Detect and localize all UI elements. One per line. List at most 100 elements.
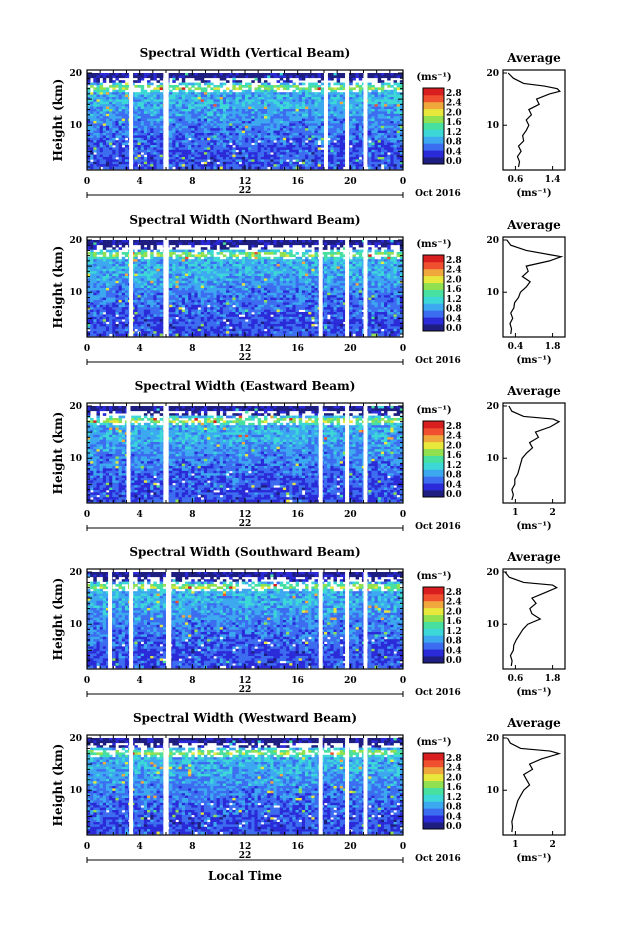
colorbar: (ms⁻¹) 0.00.40.81.21.62.02.42.8 [416, 405, 461, 500]
average-x-tick-label: 1 [512, 508, 518, 518]
x-tick-label: 12 [239, 676, 252, 686]
colorbar-segment [423, 427, 444, 436]
average-profile-line [506, 737, 562, 833]
colorbar-tick-label: 0.4 [446, 147, 462, 157]
data-gap [163, 403, 169, 503]
colorbar-segment [423, 759, 444, 768]
data-gap [166, 569, 172, 669]
x-tick-label: 16 [291, 344, 304, 354]
average-title: Average [506, 384, 561, 398]
x-axis-label: Local Time [208, 869, 282, 883]
average-x-tick-label: 1.8 [545, 342, 561, 352]
heatmap-field [87, 406, 404, 503]
average-y-tick-label: 10 [486, 454, 499, 464]
average-x-tick-label: 2 [549, 508, 555, 518]
y-tick-label: 20 [69, 236, 82, 246]
colorbar-tick-label: 0.4 [446, 646, 462, 656]
colorbar-tick-label: 1.2 [446, 627, 462, 637]
colorbar-segment [423, 462, 444, 470]
average-title: Average [506, 716, 561, 730]
y-axis-label: Height (km) [51, 412, 65, 495]
colorbar-tick-label: 1.2 [446, 128, 462, 138]
y-tick-label: 20 [69, 402, 82, 412]
colorbar-tick-label: 2.4 [446, 598, 462, 608]
data-gap [363, 237, 368, 337]
x-tick-label: 12 [239, 510, 252, 520]
colorbar-tick-label: 1.6 [446, 118, 462, 128]
colorbar-segment [423, 766, 444, 775]
date-label: Oct 2016 [415, 189, 461, 199]
heatmap-field [87, 572, 404, 669]
average-title: Average [506, 218, 561, 232]
colorbar-segment [423, 448, 444, 456]
colorbar-unit: (ms⁻¹) [416, 72, 451, 83]
colorbar-tick-label: 2.8 [446, 422, 462, 432]
colorbar-tick-label: 0.4 [446, 480, 462, 490]
colorbar-segment [423, 753, 444, 761]
y-tick-label: 10 [69, 454, 82, 464]
data-gap [345, 70, 350, 170]
colorbar-segment [423, 780, 444, 788]
y-axis-label: Height (km) [51, 744, 65, 827]
average-frame [502, 568, 566, 670]
data-gap [318, 735, 323, 835]
y-tick-label: 20 [69, 568, 82, 578]
colorbar-segment [423, 310, 444, 318]
average-unit: (ms⁻¹) [516, 521, 551, 532]
colorbar-segment [423, 649, 444, 657]
average-x-tick-label: 1.8 [545, 674, 561, 684]
x-tick-label: 4 [137, 177, 143, 187]
colorbar-segment [423, 94, 444, 103]
x-tick-label: 4 [137, 344, 143, 354]
average-panel: Average 10 20 0.6 1.8 (ms⁻¹) [486, 550, 566, 698]
colorbar-segment [423, 600, 444, 609]
colorbar-segment [423, 801, 444, 809]
colorbar-tick-label: 0.0 [446, 656, 462, 666]
x-tick-label: 20 [344, 177, 357, 187]
average-x-tick-label: 1.4 [545, 175, 561, 185]
colorbar-segment [423, 808, 444, 816]
day-label: 22 [239, 685, 252, 695]
colorbar-segment [423, 822, 444, 830]
panel-title: Spectral Width (Vertical Beam) [140, 46, 351, 60]
average-y-tick-label: 20 [486, 69, 499, 79]
colorbar-segment [423, 122, 444, 130]
average-title: Average [506, 51, 561, 65]
colorbar-tick-label: 2.4 [446, 764, 462, 774]
average-panel: Average 10 20 1 2 (ms⁻¹) [486, 384, 566, 532]
average-unit: (ms⁻¹) [516, 853, 551, 864]
colorbar-segment [423, 275, 444, 284]
y-tick-label: 10 [69, 121, 82, 131]
data-gap [126, 403, 131, 503]
x-tick-label: 12 [239, 344, 252, 354]
x-tick-label: 16 [291, 676, 304, 686]
colorbar-segment [423, 143, 444, 151]
heatmap-field [87, 240, 404, 337]
colorbar-segment [423, 483, 444, 491]
average-unit: (ms⁻¹) [516, 687, 551, 698]
average-profile-line [508, 405, 561, 501]
colorbar-segment [423, 815, 444, 823]
data-gap [363, 403, 368, 503]
colorbar-segment [423, 157, 444, 165]
colorbar-segment [423, 587, 444, 595]
colorbar-segment [423, 593, 444, 602]
x-tick-label: 8 [189, 842, 195, 852]
x-tick-label: 0 [400, 676, 406, 686]
panel-title: Spectral Width (Northward Beam) [129, 213, 360, 227]
colorbar-segment [423, 621, 444, 629]
data-gap [345, 403, 350, 503]
colorbar-tick-label: 2.8 [446, 588, 462, 598]
colorbar-segment [423, 787, 444, 795]
colorbar-segment [423, 255, 444, 263]
date-label: Oct 2016 [415, 356, 461, 366]
colorbar-tick-label: 1.6 [446, 451, 462, 461]
colorbar-tick-label: 2.8 [446, 754, 462, 764]
colorbar-tick-label: 2.0 [446, 108, 462, 118]
colorbar-tick-label: 1.6 [446, 285, 462, 295]
colorbar-tick-label: 0.4 [446, 314, 462, 324]
data-gap [318, 569, 323, 669]
day-label: 22 [239, 353, 252, 363]
x-tick-label: 0 [84, 842, 90, 852]
colorbar: (ms⁻¹) 0.00.40.81.21.62.02.42.8 [416, 737, 461, 832]
